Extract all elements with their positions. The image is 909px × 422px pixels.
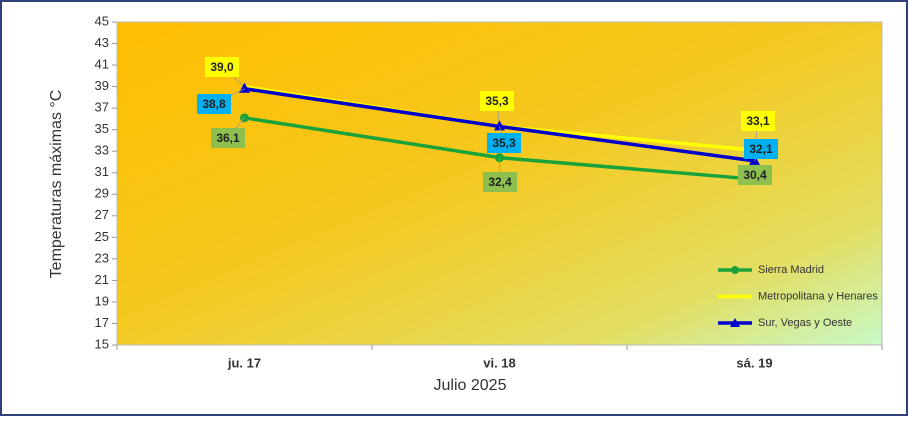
legend-marker xyxy=(731,266,739,274)
data-label: 32,4 xyxy=(488,175,512,189)
x-tick-label: ju. 17 xyxy=(227,355,261,370)
y-tick-label: 25 xyxy=(95,229,109,244)
legend-label: Metropolitana y Henares xyxy=(758,290,878,302)
y-tick-label: 43 xyxy=(95,35,109,50)
y-tick-label: 19 xyxy=(95,293,109,308)
y-tick-label: 17 xyxy=(95,315,109,330)
legend-label: Sur, Vegas y Oeste xyxy=(758,317,852,329)
data-label-box xyxy=(487,133,521,153)
y-tick-label: 33 xyxy=(95,143,109,158)
marker xyxy=(494,120,505,131)
marker xyxy=(749,154,760,165)
y-tick-label: 15 xyxy=(95,336,109,351)
y-tick-label: 41 xyxy=(95,57,109,72)
data-label: 35,3 xyxy=(492,136,516,150)
legend-label: Sierra Madrid xyxy=(758,264,824,276)
y-tick-label: 27 xyxy=(95,207,109,222)
data-label-box xyxy=(741,111,775,131)
data-label: 32,1 xyxy=(749,142,773,156)
data-label-box xyxy=(197,94,231,114)
data-label: 36,1 xyxy=(216,131,240,145)
data-label-box xyxy=(738,165,772,185)
y-tick-label: 21 xyxy=(95,272,109,287)
data-label: 33,1 xyxy=(746,114,770,128)
y-tick-label: 45 xyxy=(95,13,109,28)
y-tick-label: 23 xyxy=(95,250,109,265)
y-tick-label: 35 xyxy=(95,121,109,136)
y-tick-label: 37 xyxy=(95,100,109,115)
data-label: 38,8 xyxy=(202,97,226,111)
data-label-box xyxy=(744,139,778,159)
data-label-box xyxy=(211,128,245,148)
data-label: 35,3 xyxy=(485,94,509,108)
y-tick-label: 29 xyxy=(95,186,109,201)
data-label-box xyxy=(480,91,514,111)
data-label: 30,4 xyxy=(743,168,767,182)
data-label: 39,0 xyxy=(210,60,234,74)
x-tick-label: sá. 19 xyxy=(736,355,772,370)
legend-marker xyxy=(730,318,740,327)
x-axis-title: Julio 2025 xyxy=(434,377,507,394)
data-label-box xyxy=(483,172,517,192)
y-tick-label: 39 xyxy=(95,78,109,93)
y-tick-label: 31 xyxy=(95,164,109,179)
x-tick-label: vi. 18 xyxy=(483,355,516,370)
y-axis-title: Temperaturas máximas °C xyxy=(48,90,65,279)
data-label-box xyxy=(205,57,239,77)
